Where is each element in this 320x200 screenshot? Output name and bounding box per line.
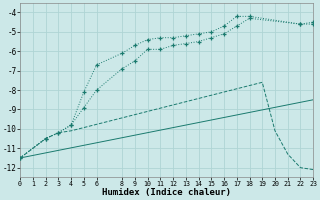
X-axis label: Humidex (Indice chaleur): Humidex (Indice chaleur): [102, 188, 231, 197]
